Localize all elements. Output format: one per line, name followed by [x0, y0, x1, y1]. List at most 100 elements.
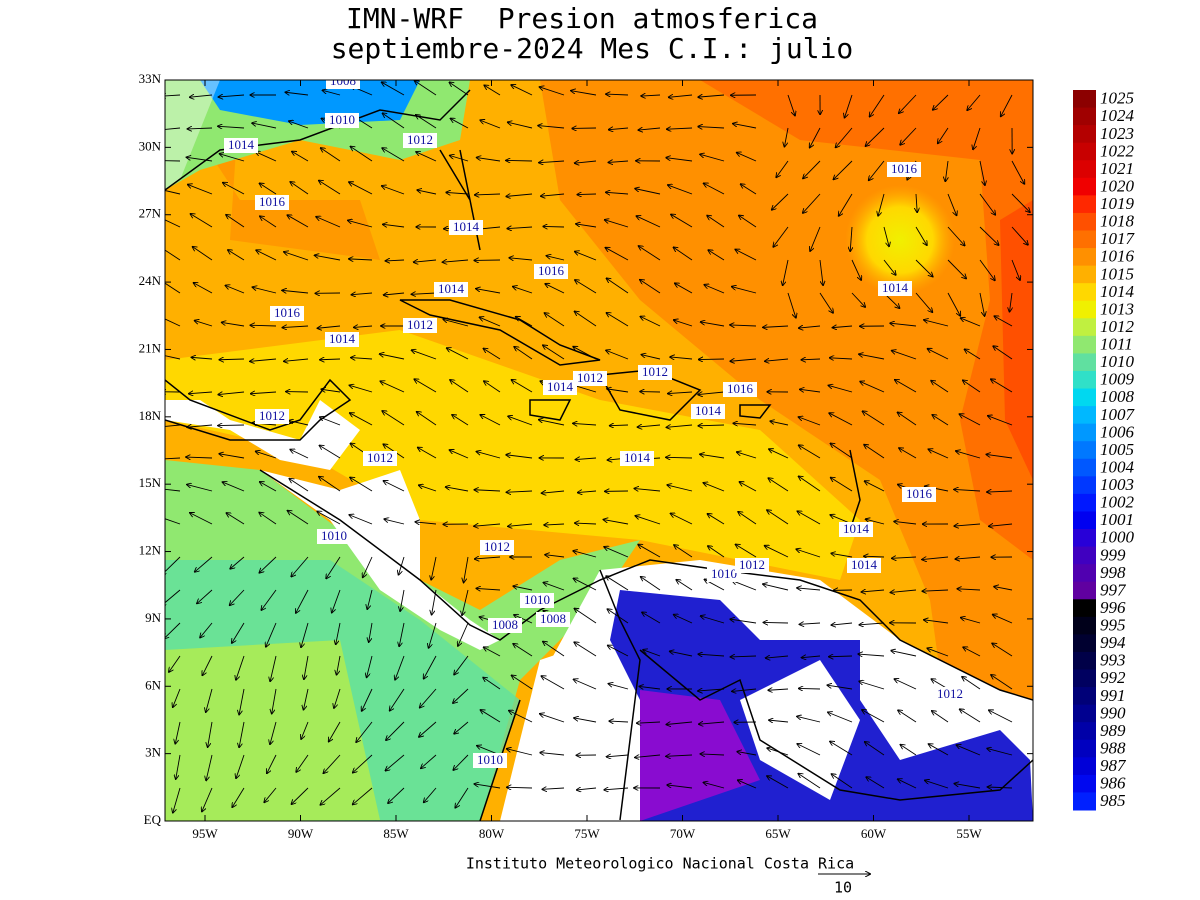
wind-arrow: [989, 524, 1013, 526]
wind-arrow: [799, 688, 821, 689]
wind-arrow: [704, 183, 725, 195]
wind-arrow: [226, 215, 245, 228]
colorbar-swatch: [1073, 212, 1096, 231]
wind-arrow: [737, 752, 757, 756]
wind-arrow: [922, 557, 949, 560]
colorbar-label: 1008: [1100, 387, 1135, 406]
wind-arrow: [508, 416, 533, 426]
lon-label: 60W: [861, 826, 887, 841]
wind-arrow: [476, 588, 501, 590]
wind-arrow: [736, 545, 757, 558]
wind-arrow: [165, 249, 181, 261]
wind-arrow: [733, 124, 757, 129]
wind-arrow: [484, 381, 501, 393]
wind-arrow: [641, 577, 661, 591]
colorbar-label: 1016: [1100, 247, 1135, 266]
wind-arrow: [738, 512, 757, 525]
wind-arrow: [260, 216, 277, 228]
contour-label: 1016: [274, 305, 301, 320]
colorbar-label: 1005: [1100, 440, 1134, 459]
wind-arrow: [383, 481, 405, 492]
wind-arrow: [270, 721, 277, 744]
wind-arrow: [578, 491, 597, 493]
wind-arrow: [931, 381, 949, 393]
wind-arrow: [289, 121, 309, 129]
field-region: [165, 330, 860, 580]
wind-arrow: [898, 412, 917, 426]
wind-arrow: [784, 127, 789, 147]
wind-arrow: [603, 520, 629, 525]
wind-arrow: [674, 247, 693, 261]
wind-arrow: [270, 655, 277, 681]
colorbar-swatch: [1073, 687, 1096, 706]
wind-arrow: [218, 126, 245, 128]
wind-arrow: [208, 721, 213, 747]
contour-label-box: [480, 540, 514, 555]
colorbar-swatch: [1073, 335, 1096, 354]
colorbar-label: 1024: [1100, 106, 1135, 125]
wind-arrow: [836, 127, 853, 147]
wind-arrow: [291, 787, 309, 804]
wind-arrow: [765, 546, 789, 558]
wind-arrow: [883, 226, 889, 246]
wind-arrow: [230, 556, 245, 569]
colorbar-label: 992: [1100, 668, 1126, 687]
wind-arrow: [165, 457, 181, 460]
wind-arrow: [704, 782, 725, 789]
wind-arrow: [956, 451, 981, 459]
wind-arrow: [698, 654, 725, 656]
wind-arrow: [252, 287, 277, 294]
wind-arrow: [701, 616, 725, 624]
wind-arrow: [770, 421, 789, 426]
wind-arrow: [475, 194, 501, 195]
wind-arrow: [354, 326, 373, 327]
wind-arrow: [383, 224, 405, 227]
wind-arrow: [765, 359, 789, 361]
wind-arrow: [256, 152, 277, 162]
field-region: [165, 640, 380, 821]
wind-arrow: [830, 741, 853, 756]
wind-arrow: [1011, 226, 1028, 245]
wind-arrow: [604, 547, 629, 558]
wind-arrow: [484, 85, 501, 96]
wind-arrow: [415, 522, 437, 524]
wind-arrow: [351, 358, 373, 359]
lat-label: 6N: [145, 677, 162, 692]
wind-arrow: [165, 518, 181, 525]
vector-scale-label: 10: [834, 879, 852, 897]
wind-arrow: [834, 160, 853, 179]
wind-arrow: [892, 557, 917, 558]
wind-arrow: [315, 255, 341, 261]
wind-arrow: [382, 82, 405, 96]
wind-arrow: [730, 325, 757, 326]
wind-arrow: [259, 556, 277, 573]
wind-arrow: [228, 250, 245, 261]
wind-arrow: [256, 451, 277, 459]
wind-arrow: [429, 622, 437, 648]
wind-arrow: [1001, 94, 1013, 116]
contour-label-box: [403, 133, 437, 148]
wind-arrow: [699, 359, 725, 360]
wind-arrow: [740, 482, 757, 492]
colorbar-swatch: [1073, 423, 1096, 442]
wind-arrow: [957, 745, 981, 756]
wind-arrow: [608, 684, 629, 690]
wind-arrow: [667, 485, 693, 492]
contour-label-box: [707, 567, 741, 582]
colorbar-swatch: [1073, 599, 1096, 618]
wind-arrow: [543, 345, 565, 360]
wind-arrow: [239, 721, 245, 747]
wind-arrow: [424, 787, 437, 802]
wind-arrow: [220, 154, 245, 162]
wind-arrow: [512, 675, 533, 690]
wind-arrow: [763, 584, 789, 591]
wind-arrow: [165, 488, 181, 492]
wind-arrow: [577, 788, 597, 790]
colorbar-label: 995: [1100, 616, 1126, 635]
wind-arrow: [891, 651, 917, 657]
field-region: [700, 80, 1033, 560]
colorbar-swatch: [1073, 160, 1096, 179]
colorbar-label: 1018: [1100, 212, 1135, 231]
wind-arrow: [634, 488, 661, 491]
colorbar-label: 1000: [1100, 528, 1135, 547]
